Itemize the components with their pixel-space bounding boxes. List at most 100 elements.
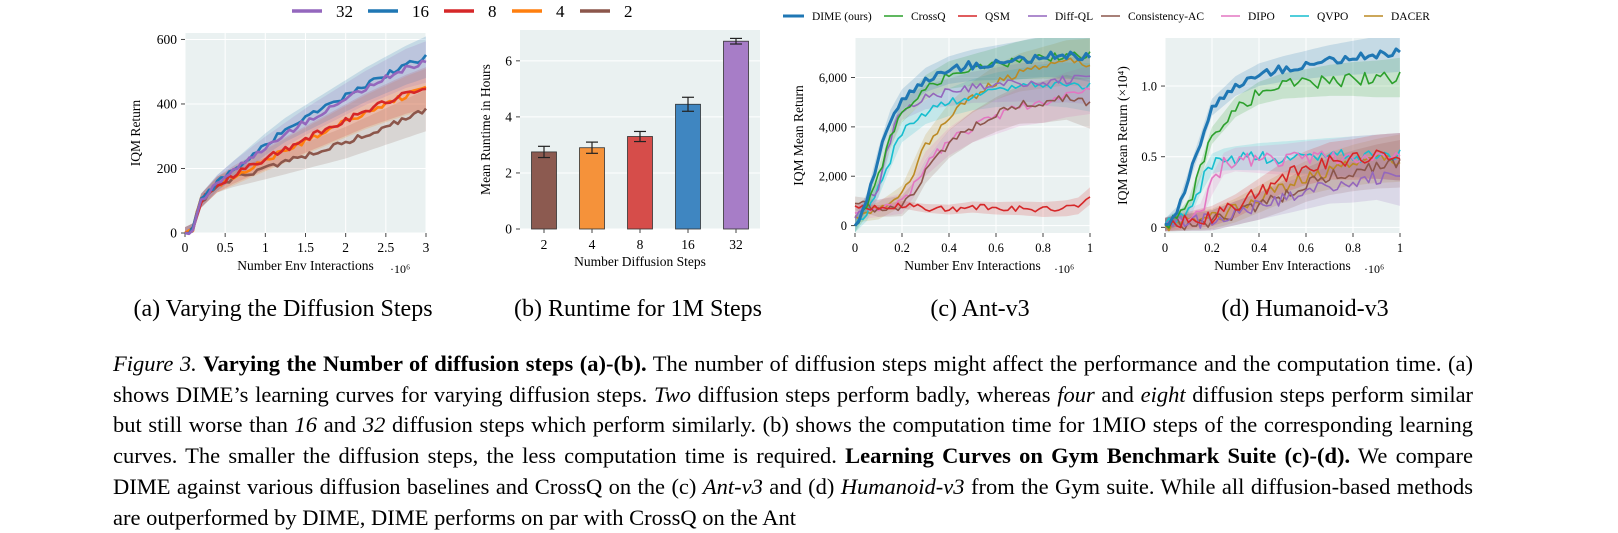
- y-tick-label: 0: [841, 219, 847, 233]
- series-line-32: [184, 59, 427, 236]
- y-axis-label: Mean Runtime in Hours: [478, 64, 493, 195]
- legend-label: 2: [624, 2, 633, 21]
- series-line-qsm: [854, 196, 1091, 213]
- caption-text: diffusion steps which perform similarly.…: [113, 412, 1474, 469]
- series-line-dacer: [854, 57, 1091, 220]
- legend-label: QSM: [985, 11, 1010, 23]
- bar-8: [627, 136, 653, 230]
- x-axis-label: Number Env Interactions: [237, 258, 373, 273]
- series-line-dime-ours-: [853, 50, 1092, 227]
- x-tick-label: 4: [589, 237, 596, 252]
- legend-methods: DIME (ours) CrossQ QSM Diff-QL Consistency-A…: [783, 11, 1430, 23]
- y-tick-label: 1.0: [1141, 80, 1157, 94]
- subcaption-a: (a) Varying the Diffusion Steps: [133, 296, 433, 322]
- y-tick-label: 4,000: [819, 120, 847, 134]
- legend-label: 32: [336, 2, 353, 21]
- y-tick-label: 200: [157, 161, 178, 176]
- bar-16: [675, 103, 701, 230]
- x-tick-label: 0: [182, 240, 189, 255]
- legend-label: DIPO: [1248, 11, 1275, 23]
- y-tick-label: 6,000: [819, 71, 847, 85]
- caption-emphasis: Ant-v3: [702, 473, 763, 499]
- bar-2: [531, 151, 557, 230]
- x-tick-label: 8: [637, 237, 644, 252]
- x-tick-label: 0: [1162, 241, 1168, 255]
- series-band: [855, 38, 1090, 223]
- chart-runtime: 0 2 4 6 Number Diffusion Steps Mean Runtime i…: [478, 30, 760, 269]
- x-tick-label: 32: [729, 237, 743, 252]
- series-line-qsm: [1164, 149, 1401, 229]
- series-band: [855, 74, 1090, 217]
- x-tick-label: 0.8: [1035, 241, 1051, 255]
- caption-text: and: [1101, 381, 1134, 407]
- x-tick-label: 1.5: [297, 240, 314, 255]
- x-tick-label: 0.8: [1345, 241, 1361, 255]
- x-tick-label: 0.6: [988, 241, 1004, 255]
- y-axis-label: IQM Mean Return: [791, 85, 806, 186]
- series-line-dacer: [1164, 152, 1401, 232]
- series-band: [1165, 133, 1400, 232]
- caption-emphasis: Two: [653, 381, 692, 407]
- series-band: [855, 62, 1090, 233]
- legend-diffusion-steps: 32 16 8 4 2: [292, 2, 633, 21]
- series-line-8: [185, 87, 427, 235]
- series-band: [1165, 134, 1400, 232]
- chart-varying-diffusion-steps: 0 200 400 600 0 0.5 1 1.5 2 2.5 3 Number Env Intera…: [128, 32, 430, 276]
- caption-emphasis: Humanoid-v3: [840, 473, 965, 499]
- y-tick-label: 0: [505, 222, 512, 237]
- subcaption-d: (d) Humanoid-v3: [1221, 296, 1389, 322]
- legend-label: DACER: [1391, 11, 1430, 23]
- x-tick-label: 0.2: [894, 241, 910, 255]
- x-tick-label: 3: [423, 240, 430, 255]
- y-axis-label: IQM Mean Return (×10⁴): [1115, 66, 1130, 205]
- x-tick-label: 2.5: [377, 240, 394, 255]
- series-band: [185, 67, 426, 233]
- figure-panels: 32 16 8 4 2 DIME (ours) CrossQ QSM Diff-QL Consi…: [128, 2, 1430, 276]
- legend-label: Diff-QL: [1055, 11, 1093, 23]
- x-tick-label: 0.2: [1204, 241, 1220, 255]
- legend-label: 8: [488, 2, 497, 21]
- figure-label: Figure 3.: [113, 351, 197, 376]
- caption-text: and (d): [769, 473, 835, 499]
- y-tick-label: 0.5: [1141, 150, 1157, 164]
- chart-ant-v3: 0 2,000 4,000 6,000 0 0.2 0.4 0.6 0.8 1 Number Env…: [791, 38, 1093, 276]
- x-scale-label: ·10⁶: [1054, 262, 1074, 276]
- legend-label: 4: [556, 2, 565, 21]
- caption-title-2: Learning Curves on Gym Benchmark Suite (…: [845, 443, 1351, 469]
- series-band: [185, 89, 426, 233]
- legend-label: CrossQ: [911, 11, 946, 23]
- x-tick-label: 16: [681, 237, 695, 252]
- series-band: [855, 55, 1090, 226]
- y-tick-label: 400: [157, 96, 178, 111]
- x-tick-label: 0.6: [1298, 241, 1314, 255]
- subcaption-b: (b) Runtime for 1M Steps: [514, 296, 762, 322]
- series-line-diff-ql: [854, 74, 1091, 219]
- series-line-dime-ours-: [1164, 47, 1401, 226]
- y-tick-label: 0: [1151, 221, 1157, 235]
- bar-4: [579, 147, 605, 230]
- y-tick-label: 6: [505, 53, 512, 68]
- x-tick-label: 1: [1087, 241, 1093, 255]
- x-tick-label: 0.5: [217, 240, 234, 255]
- y-axis-label: IQM Return: [128, 100, 143, 167]
- bar-32: [723, 40, 749, 230]
- x-axis-label: Number Env Interactions: [1214, 258, 1350, 273]
- x-axis-label: Number Env Interactions: [904, 258, 1040, 273]
- x-scale-label: ·10⁶: [1364, 262, 1384, 276]
- x-tick-label: 0.4: [1251, 241, 1267, 255]
- caption-text: diffusion steps perform similar but stil…: [113, 381, 1474, 438]
- legend-label: 16: [412, 2, 429, 21]
- x-tick-label: 0: [852, 241, 858, 255]
- chart-humanoid-v3: 0 0.5 1.0 0 0.2 0.4 0.6 0.8 1 Number Env Interact…: [1115, 38, 1403, 276]
- series-line-crossq: [1164, 71, 1401, 229]
- caption-text: The number of diffusion steps might affe…: [113, 351, 1473, 407]
- x-axis-label: Number Diffusion Steps: [574, 254, 706, 269]
- x-tick-label: 0.4: [941, 241, 957, 255]
- x-tick-label: 2: [342, 240, 349, 255]
- caption-emphasis: 16: [294, 412, 318, 438]
- y-tick-label: 600: [157, 32, 178, 47]
- series-line-diff-ql: [1164, 171, 1401, 229]
- subcaption-c: (c) Ant-v3: [930, 296, 1030, 322]
- caption-text: diffusion steps perform badly, whereas: [697, 381, 1051, 407]
- legend-label: Consistency-AC: [1128, 11, 1204, 23]
